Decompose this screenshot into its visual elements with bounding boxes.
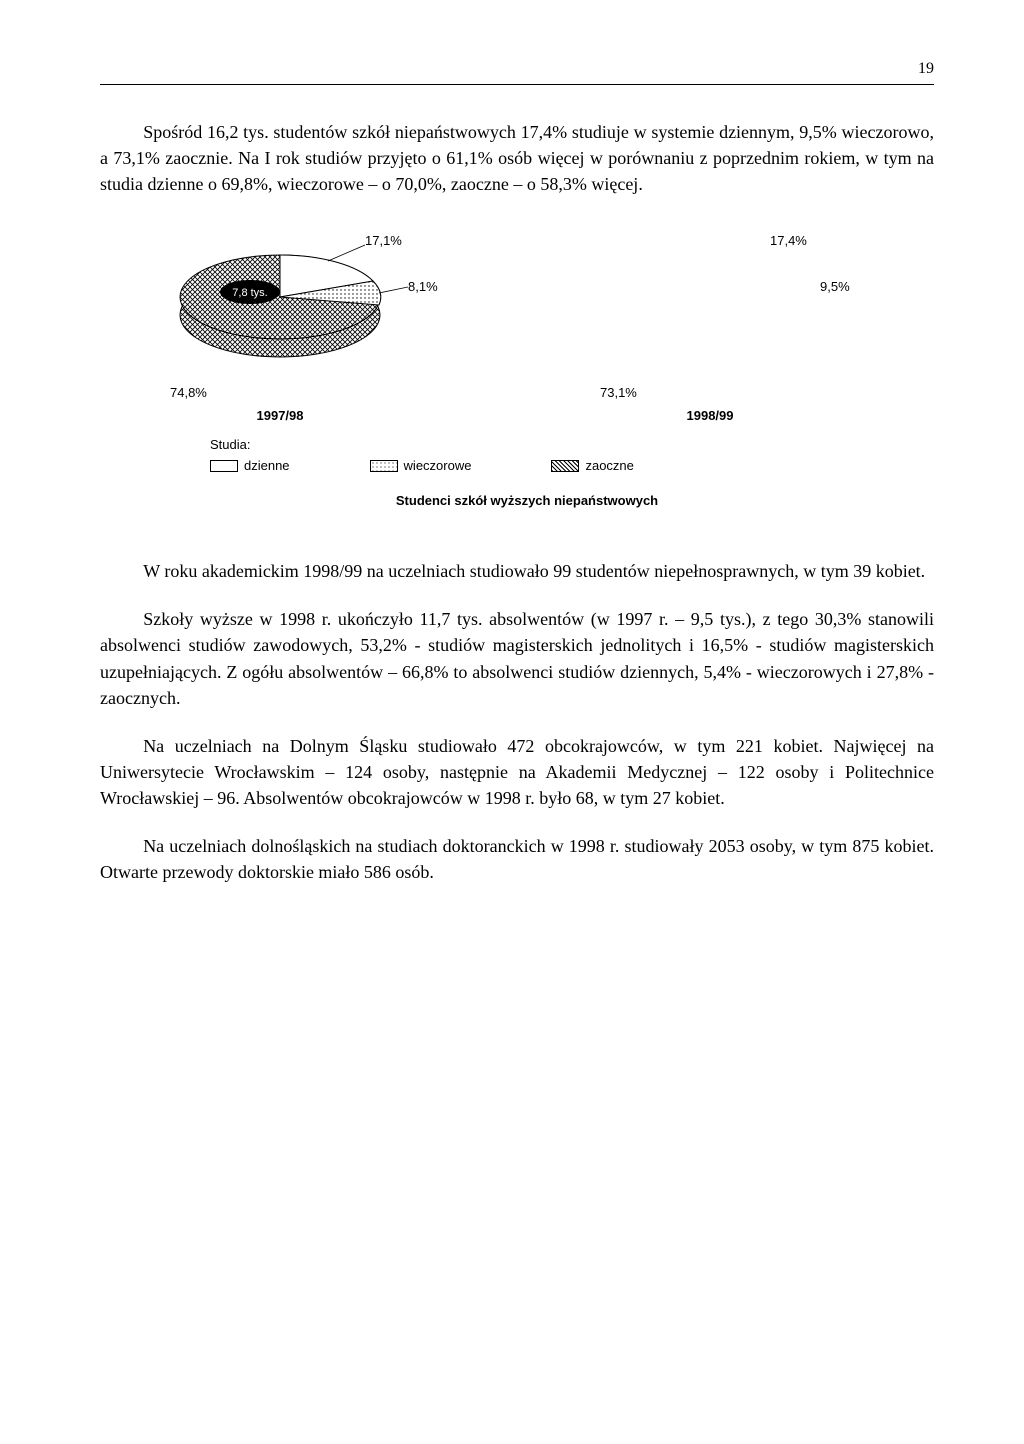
pie1-label-wieczorowe: 8,1% xyxy=(408,279,438,294)
pie1-year: 1997/98 xyxy=(140,408,420,423)
legend-title: Studia: xyxy=(210,437,914,452)
pie1-label-zaoczne: 74,8% xyxy=(170,385,420,400)
pie1-bottom: 74,8% 1997/98 xyxy=(140,377,420,423)
paragraph-2: W roku akademickim 1998/99 na uczelniach… xyxy=(100,558,934,584)
swatch-hatch xyxy=(551,460,579,472)
paragraph-3: Szkoły wyższe w 1998 r. ukończyło 11,7 t… xyxy=(100,606,934,710)
swatch-dots xyxy=(370,460,398,472)
pie-1997-98: 7,8 tys. 17,1% 8,1% xyxy=(140,237,420,377)
legend-item-zaoczne: zaoczne xyxy=(551,458,633,473)
chart-legend: Studia: dzienne wieczorowe zaoczne xyxy=(210,437,914,473)
legend-label-wieczorowe: wieczorowe xyxy=(404,458,472,473)
page: 19 Spośród 16,2 tys. studentów szkół nie… xyxy=(0,0,1024,967)
legend-label-dzienne: dzienne xyxy=(244,458,290,473)
paragraph-4: Na uczelniach na Dolnym Śląsku studiował… xyxy=(100,733,934,811)
pie-1998-99: 17,4% 9,5% xyxy=(570,237,850,377)
pie-bottom-labels: 74,8% 1997/98 73,1% 1998/99 xyxy=(140,377,914,423)
pie-row: 7,8 tys. 17,1% 8,1% xyxy=(140,237,914,377)
pie-2-labels: 17,4% 9,5% xyxy=(570,237,850,377)
chart-area: 7,8 tys. 17,1% 8,1% xyxy=(100,227,934,518)
paragraph-1: Spośród 16,2 tys. studentów szkół niepań… xyxy=(100,119,934,197)
pie2-bottom: 73,1% 1998/99 xyxy=(570,377,850,423)
swatch-white xyxy=(210,460,238,472)
page-number: 19 xyxy=(100,60,934,78)
paragraph-5: Na uczelniach dolnośląskich na studiach … xyxy=(100,833,934,885)
legend-label-zaoczne: zaoczne xyxy=(585,458,633,473)
chart-caption: Studenci szkół wyższych niepaństwowych xyxy=(140,493,914,508)
pie-1-labels: 17,1% 8,1% xyxy=(140,237,420,377)
legend-row: dzienne wieczorowe zaoczne xyxy=(210,458,914,473)
legend-item-wieczorowe: wieczorowe xyxy=(370,458,472,473)
pie1-label-dzienne: 17,1% xyxy=(365,233,402,248)
legend-item-dzienne: dzienne xyxy=(210,458,290,473)
pie2-label-wieczorowe: 9,5% xyxy=(820,279,850,294)
pie2-label-zaoczne: 73,1% xyxy=(600,385,850,400)
header-rule xyxy=(100,84,934,85)
pie2-year: 1998/99 xyxy=(570,408,850,423)
pie2-label-dzienne: 17,4% xyxy=(770,233,807,248)
